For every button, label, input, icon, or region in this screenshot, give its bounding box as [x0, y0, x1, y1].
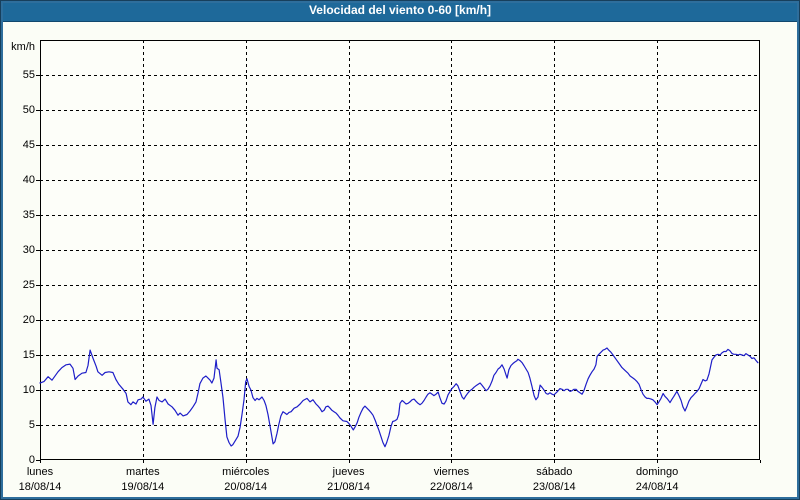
- day-name-label: martes: [126, 466, 160, 478]
- day-date-label: 22/08/14: [430, 481, 473, 493]
- window-title: Velocidad del viento 0-60 [km/h]: [308, 3, 492, 17]
- day-name-label: sábado: [536, 466, 573, 478]
- day-name-label: jueves: [332, 466, 365, 478]
- day-date-label: 23/08/14: [532, 481, 576, 493]
- y-tick-label: 50: [22, 104, 35, 116]
- day-date-label: 20/08/14: [224, 481, 268, 493]
- y-tick-label: 20: [22, 314, 35, 326]
- y-tick-label: 25: [22, 279, 35, 291]
- y-tick-label: 55: [22, 69, 35, 81]
- y-tick-label: 45: [22, 139, 35, 151]
- y-tick-label: 30: [22, 244, 35, 256]
- day-date-label: 18/08/14: [18, 481, 62, 493]
- day-name-label: lunes: [26, 466, 54, 478]
- day-date-label: 19/08/14: [121, 481, 165, 493]
- day-name-label: miércoles: [222, 466, 270, 478]
- window-titlebar: Velocidad del viento 0-60 [km/h]: [1, 1, 799, 22]
- day-date-label: 24/08/14: [635, 481, 679, 493]
- y-tick-label: 0: [28, 454, 35, 466]
- y-tick-label: 40: [22, 174, 35, 186]
- y-tick-label: 15: [22, 349, 35, 361]
- y-tick-label: 5: [28, 419, 35, 431]
- wind-speed-series-line: [39, 347, 759, 448]
- y-tick-label: 10: [22, 384, 35, 396]
- y-tick-label: 35: [22, 209, 35, 221]
- day-date-label: 21/08/14: [327, 481, 370, 493]
- day-name-label: viernes: [433, 466, 470, 478]
- day-name-label: domingo: [636, 466, 679, 478]
- y-axis-unit-label: km/h: [11, 41, 35, 53]
- plot-frame: [40, 40, 760, 460]
